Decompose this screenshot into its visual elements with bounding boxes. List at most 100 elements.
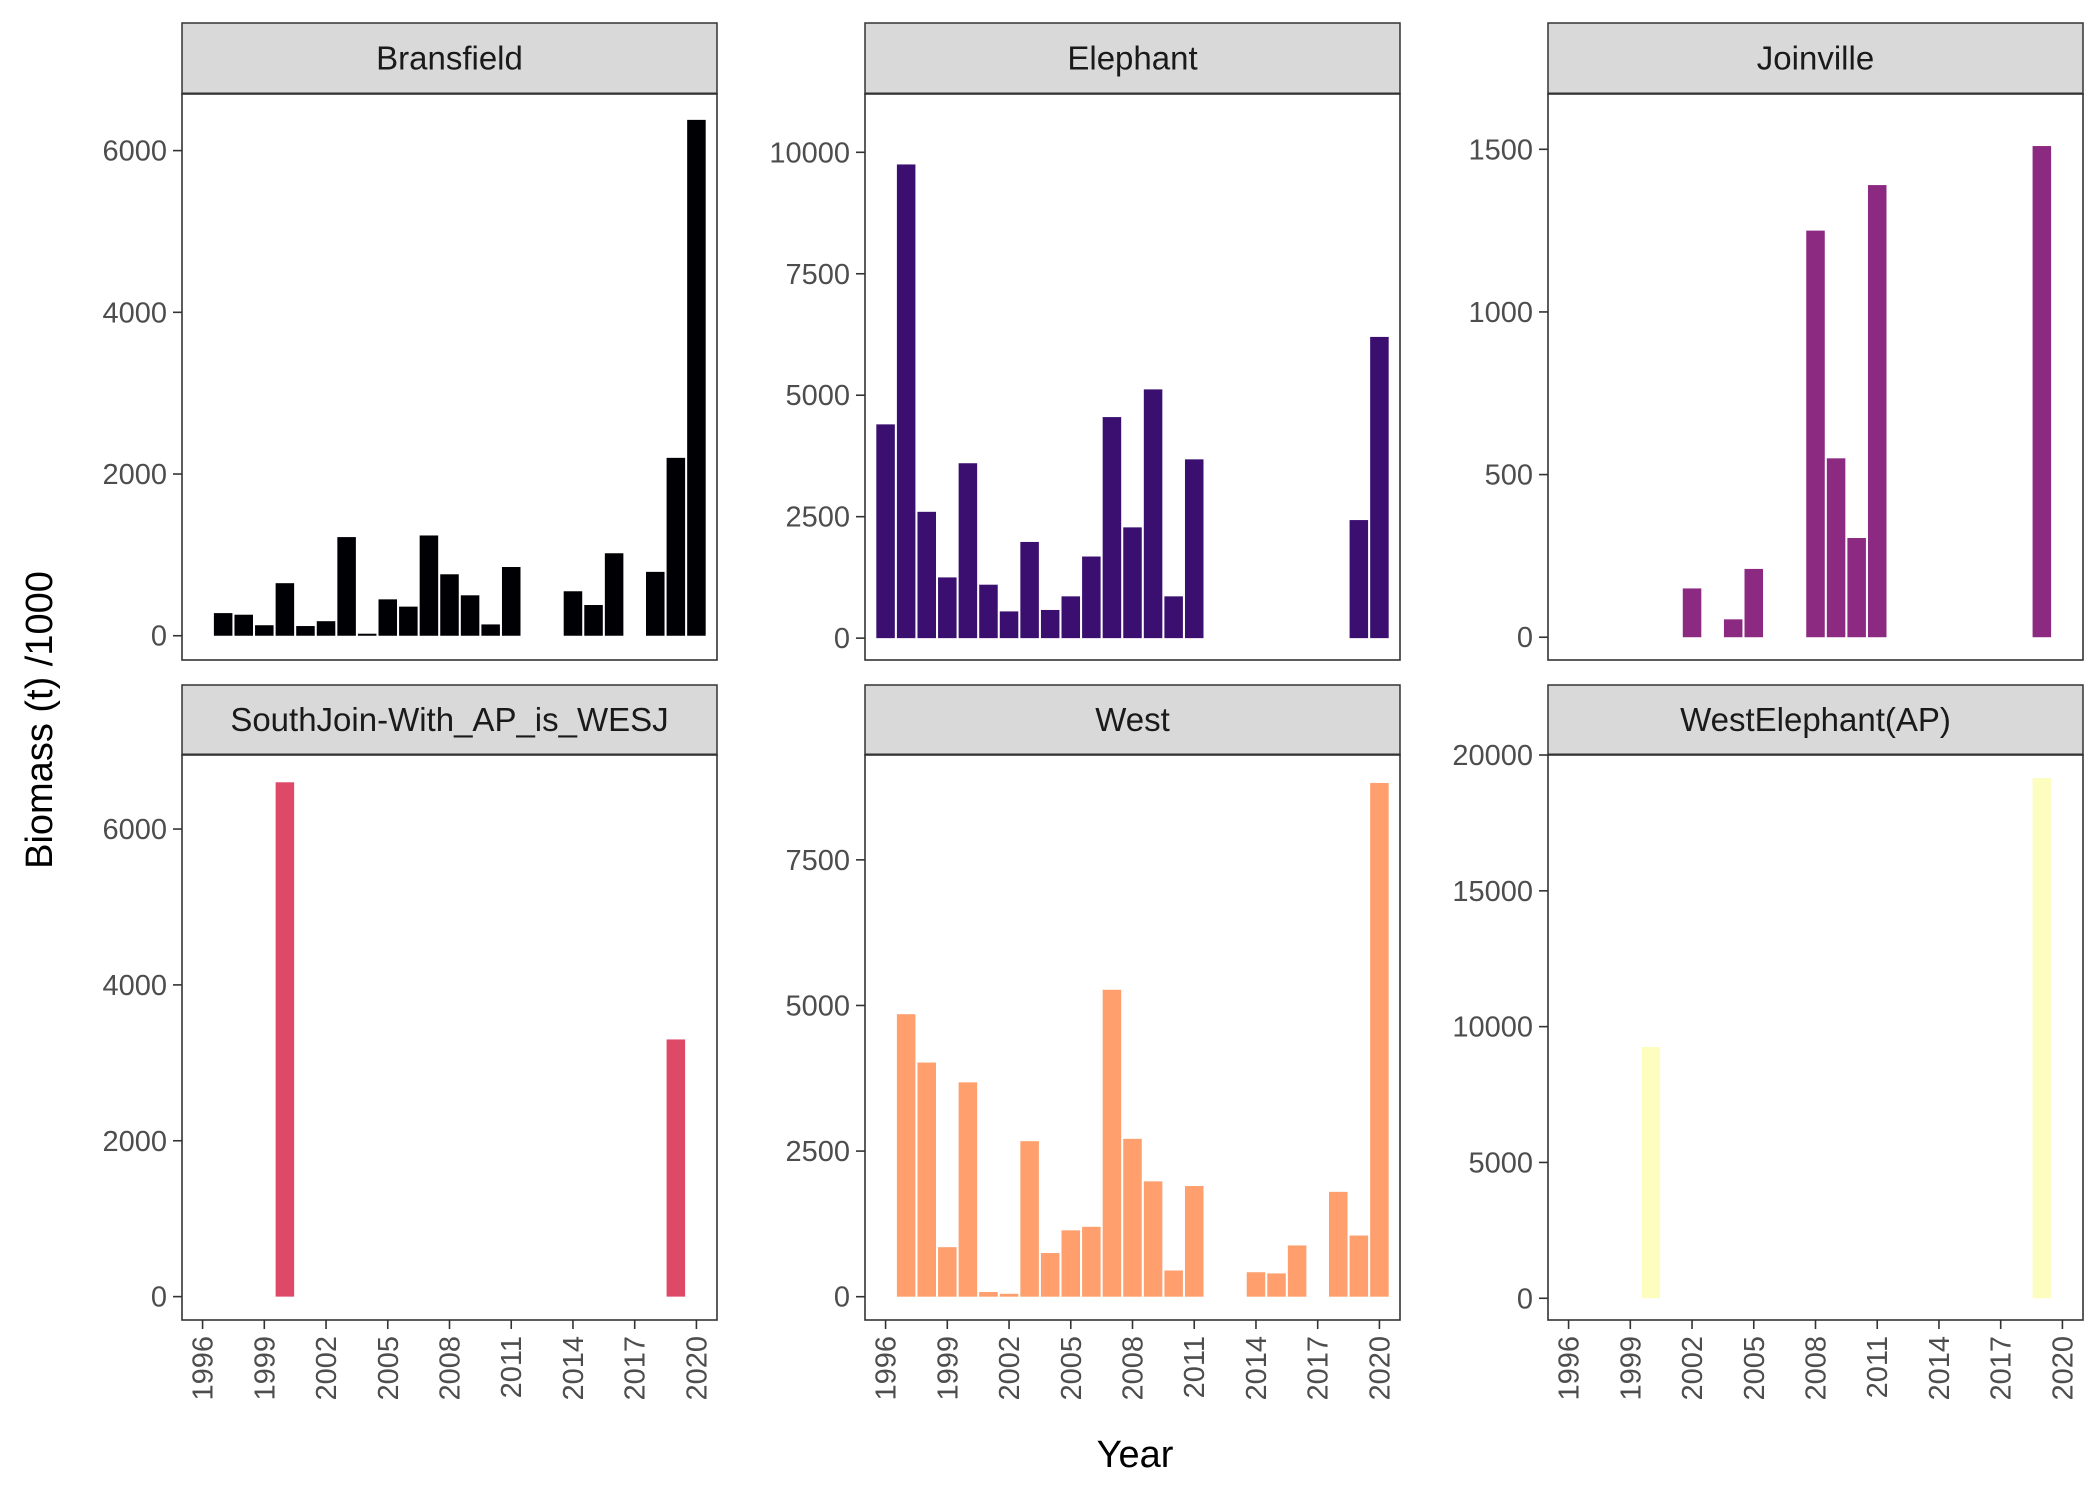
facet-strip [864,684,1401,756]
y-tick-label: 10000 [1452,1012,1533,1044]
bar-2019 [2032,778,2052,1299]
bar-2004 [1723,619,1743,638]
x-tick-label: 2011 [496,1336,528,1398]
panel-joinville: Joinville 0 500 1000 1500 [1468,22,2084,661]
x-axis-title: Year [1097,1434,1174,1476]
bar-2010 [481,624,500,636]
y-tick-label: 7500 [785,259,850,291]
bar-2008 [1806,230,1825,638]
y-tick-label: 5000 [1468,1147,1533,1179]
bar-2004 [1040,1253,1060,1297]
bar-2002 [999,611,1019,639]
bar-2002 [999,1293,1019,1297]
bar-2002 [1682,588,1702,638]
bar-2008 [1123,1138,1142,1297]
bar-2016 [1287,1245,1307,1297]
facet-strip-label: Bransfield [376,40,523,77]
bar-2005 [1744,568,1764,638]
bar-2010 [1164,1270,1183,1297]
x-tick-label: 2005 [1739,1336,1771,1401]
x-tick-label: 1996 [1554,1336,1586,1401]
bar-2003 [1020,541,1039,639]
bar-2003 [1020,1141,1039,1297]
panel-border [181,93,718,661]
bar-2000 [275,583,295,636]
bar-2015 [584,605,603,636]
x-tick-label: 2011 [1862,1336,1894,1398]
x-tick-label: 2020 [1364,1336,1396,1401]
bar-2011 [501,567,521,636]
bar-2001 [979,584,998,639]
bar-2000 [958,1082,978,1297]
bar-2004 [357,633,377,636]
facet-strip-label: West [1095,701,1170,738]
bar-2011 [1184,459,1204,639]
y-tick-label: 500 [1485,460,1533,492]
bar-2019 [1349,1235,1369,1297]
bar-2009 [460,595,480,636]
plot-area [1548,755,2083,1320]
bar-1999 [938,1247,957,1297]
bar-1997 [213,613,233,636]
panel-southjoin-with-ap-is-wesj: SouthJoin-With_AP_is_WESJ 0 2000 4000 6000 19… [102,684,718,1401]
y-axis-title: Biomass (t) /1000 [19,571,61,869]
bar-2001 [296,626,315,636]
y-tick-label: 10000 [769,137,850,169]
y-tick-label: 0 [1517,1283,1533,1315]
bar-2009 [1826,458,1846,638]
bar-2000 [275,782,295,1297]
bar-2011 [1184,1186,1204,1297]
y-tick-label: 6000 [102,136,167,168]
bar-2016 [604,553,624,636]
x-tick-label: 1999 [1615,1336,1647,1401]
bar-2006 [1082,1226,1101,1297]
y-tick-label: 6000 [102,814,167,846]
facet-strip [864,22,1401,95]
panel-border [1547,93,2084,661]
panel-westelephant-ap-: WestElephant(AP) 0 5000 10000 15000 20000 1996… [1452,684,2084,1401]
y-tick-label: 2000 [102,459,167,491]
x-tick-label: 2005 [1056,1336,1088,1401]
bar-2019 [666,457,686,636]
x-tick-label: 2002 [1677,1336,1709,1401]
x-tick-label: 1999 [932,1336,964,1401]
bar-1998 [917,511,936,639]
bar-2015 [1267,1273,1286,1297]
bar-2020 [1370,336,1389,639]
facet-strip [1547,684,2084,756]
bar-2008 [440,574,459,636]
x-tick-label: 2002 [311,1336,343,1401]
facet-strip-label: Joinville [1757,40,1874,77]
y-tick-label: 15000 [1452,876,1533,908]
bar-2007 [419,535,439,636]
bar-2019 [666,1039,686,1297]
bar-2007 [1102,989,1122,1297]
panel-border [864,93,1401,661]
bar-2008 [1123,527,1142,639]
x-tick-label: 2014 [1924,1336,1956,1401]
y-tick-label: 5000 [785,990,850,1022]
bar-2004 [1040,609,1060,639]
plot-area [182,755,717,1320]
bar-1997 [896,1014,916,1297]
bar-2018 [1329,1191,1348,1297]
bar-2018 [646,571,665,636]
bar-2005 [1061,596,1081,639]
x-tick-label: 2017 [1986,1336,2018,1401]
bar-2000 [1641,1047,1661,1299]
y-tick-label: 0 [1517,622,1533,654]
bar-1997 [896,164,916,639]
bar-2020 [1370,782,1389,1297]
bar-1999 [255,625,274,636]
y-tick-label: 20000 [1452,740,1533,772]
y-tick-label: 0 [834,623,850,655]
x-tick-label: 1996 [188,1336,220,1401]
facet-strip [181,22,718,95]
y-tick-label: 7500 [785,845,850,877]
bar-2001 [979,1292,998,1297]
y-tick-label: 2500 [785,502,850,534]
bar-2009 [1143,389,1163,639]
x-tick-label: 2011 [1179,1336,1211,1398]
facet-strip-label: SouthJoin-With_AP_is_WESJ [230,701,668,738]
